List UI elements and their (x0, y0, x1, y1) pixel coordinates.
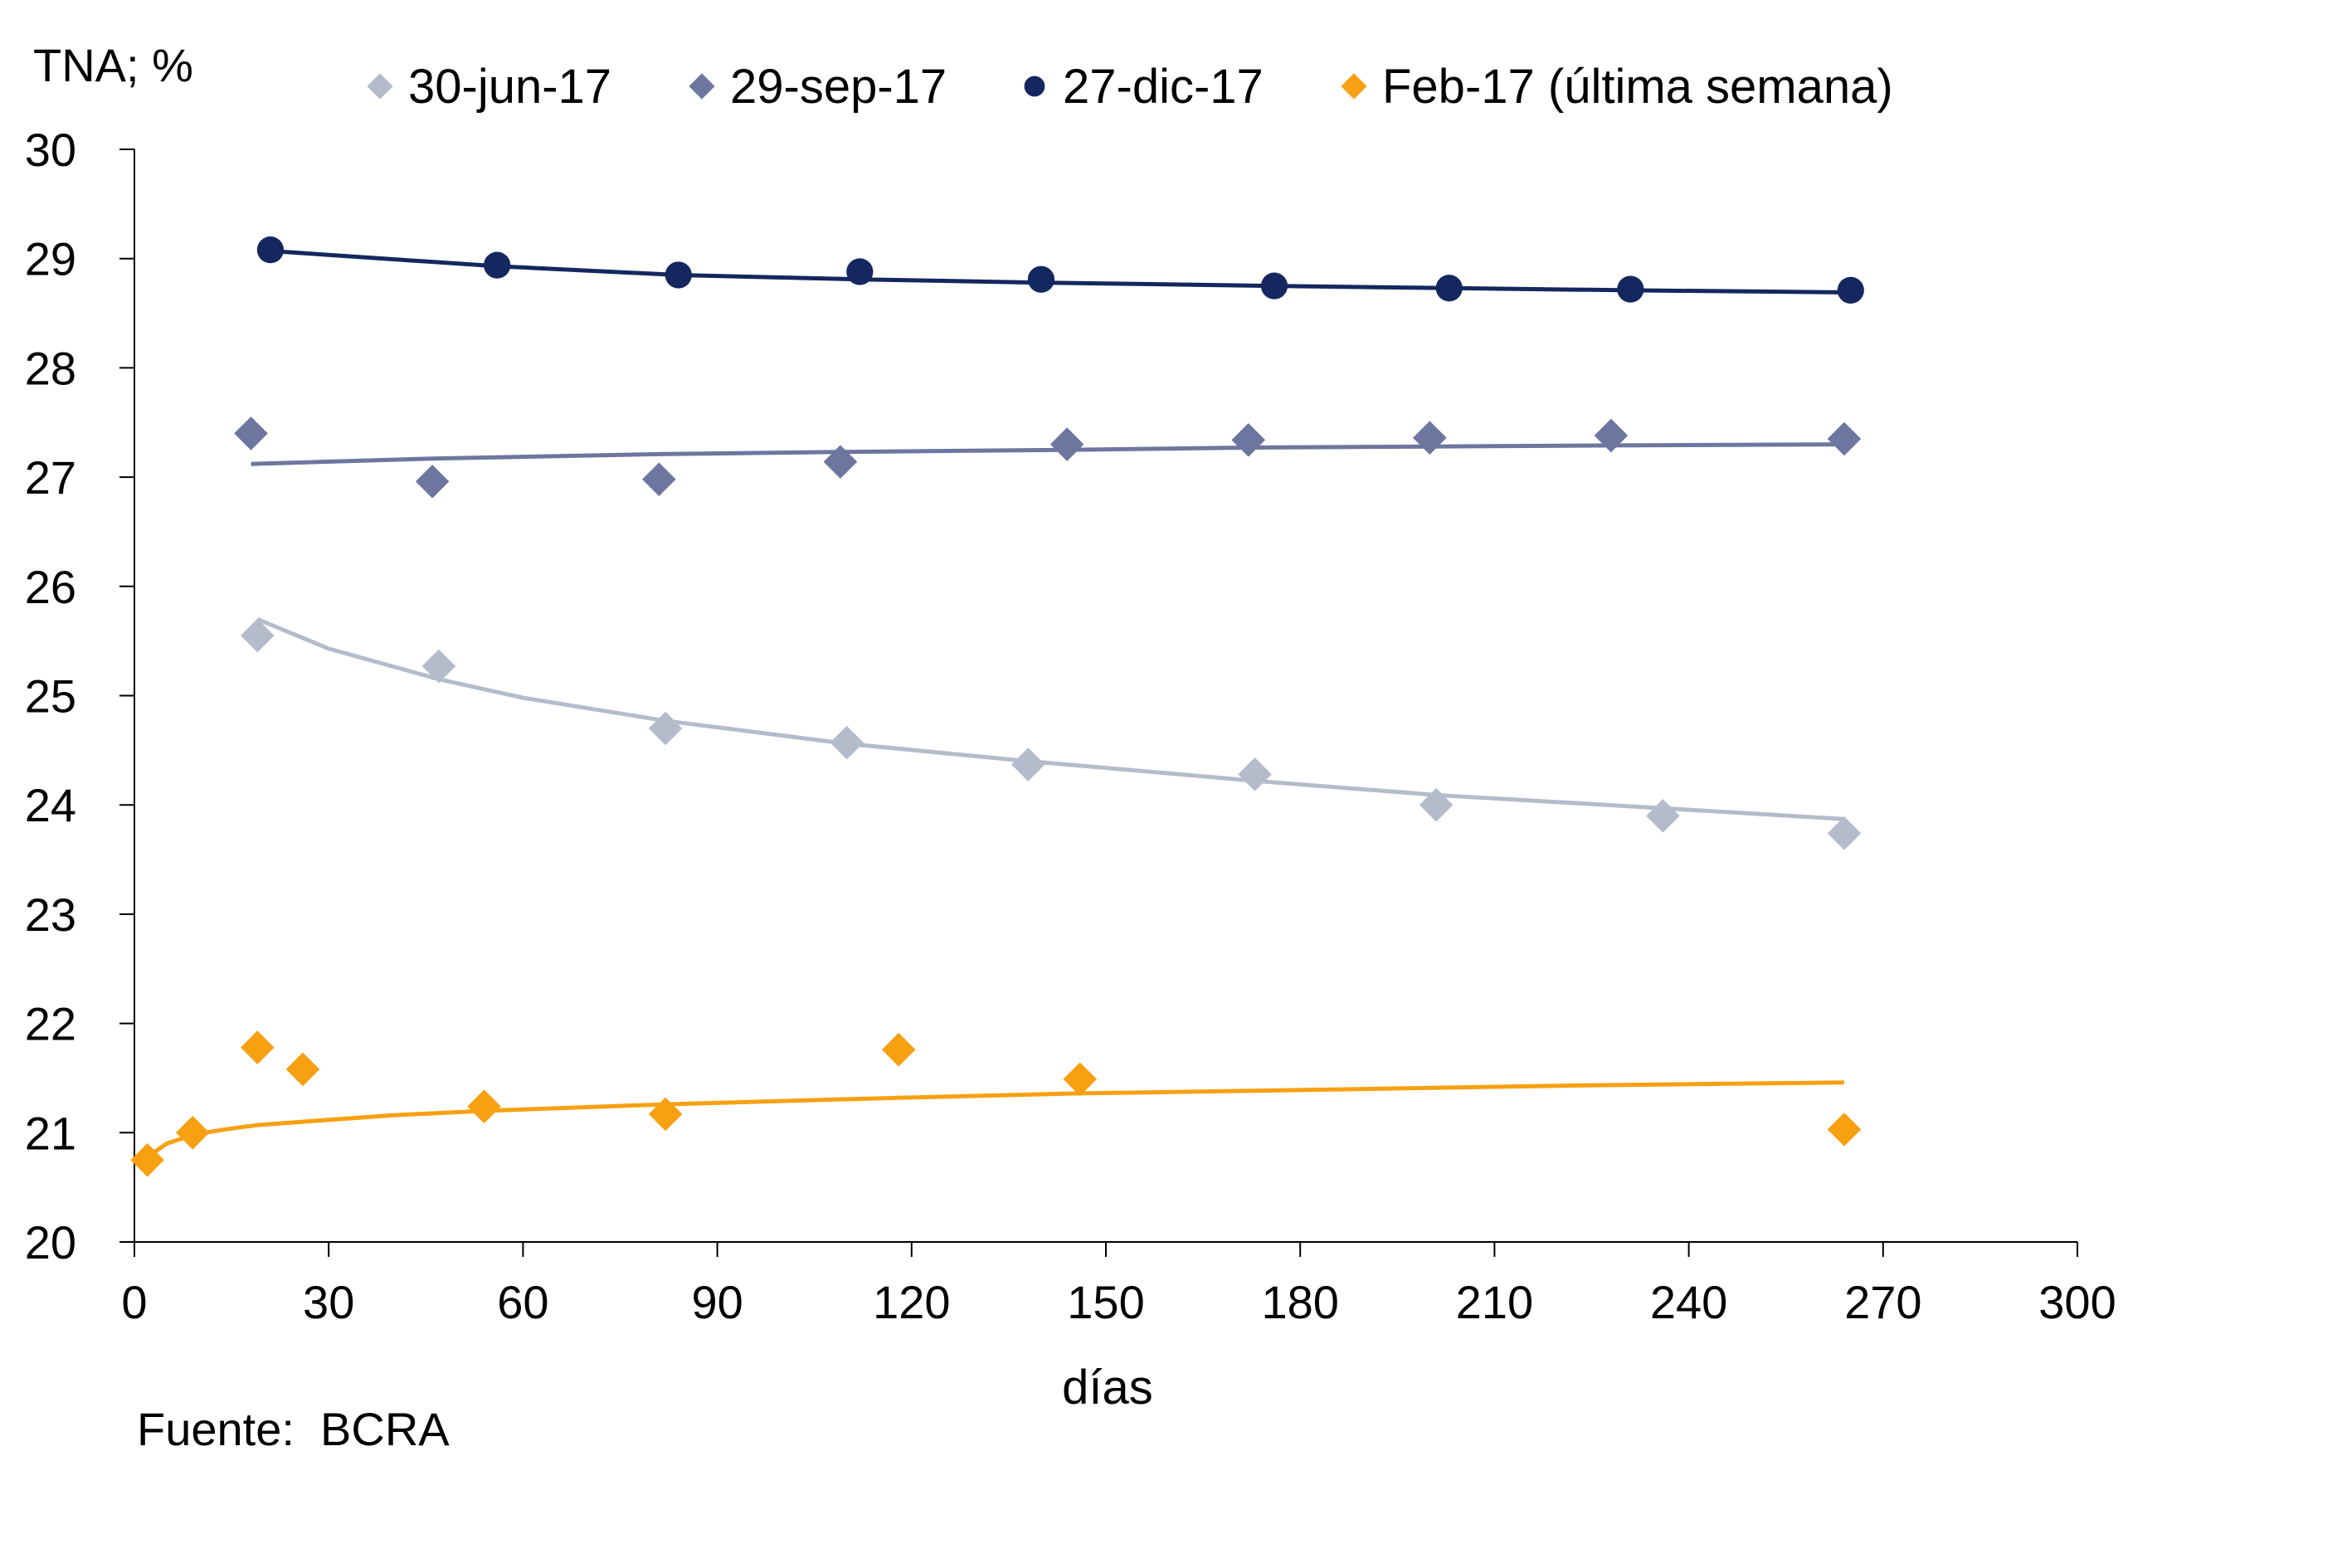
data-point-series-1 (1238, 757, 1272, 791)
data-point-series-1 (1646, 799, 1680, 833)
data-point-series-4 (648, 1097, 683, 1132)
legend-marker-series-2 (689, 73, 715, 100)
data-point-series-2 (1827, 421, 1862, 456)
data-point-series-4 (175, 1116, 210, 1150)
source-note: Fuente: BCRA (137, 1403, 450, 1455)
data-point-series-4 (285, 1052, 320, 1087)
data-point-series-4 (1827, 1113, 1862, 1147)
legend-label-series-3: 27-dic-17 (1063, 60, 1264, 114)
legend-marker-series-4 (1341, 73, 1367, 100)
x-tick-label: 270 (1844, 1276, 1921, 1328)
data-point-series-2 (1049, 427, 1084, 461)
trend-lines (146, 249, 1851, 1159)
legend: 30-jun-17 29-sep-17 27-dic-17 Feb-17 (últim… (367, 60, 1893, 114)
data-point-series-1 (1011, 747, 1045, 782)
x-tick-label: 60 (497, 1276, 548, 1328)
data-point-series-1 (1827, 816, 1862, 850)
y-tick-label: 28 (25, 342, 76, 394)
y-axis-unit-label: TNA; % (33, 39, 193, 91)
legend-marker-series-1 (367, 73, 393, 100)
y-tick-label: 27 (25, 451, 76, 504)
data-point-series-4 (241, 1030, 275, 1064)
x-axis-label: días (1062, 1361, 1153, 1415)
data-point-series-1 (648, 711, 683, 746)
x-tick-label: 150 (1067, 1276, 1144, 1328)
x-tick-label: 210 (1456, 1276, 1533, 1328)
trend-line-series-4 (146, 1080, 1845, 1159)
data-point-series-2 (415, 465, 450, 499)
x-tick-label: 30 (303, 1276, 354, 1328)
data-markers (130, 236, 1864, 1177)
data-point-series-3 (665, 261, 692, 289)
y-tick-label: 24 (25, 779, 76, 831)
data-point-series-3 (1027, 265, 1055, 293)
x-tick-label: 300 (2038, 1276, 2116, 1328)
y-tick-label: 26 (25, 561, 76, 613)
x-tick-label: 120 (873, 1276, 950, 1328)
data-point-series-3 (1837, 276, 1864, 304)
x-tick-label: 0 (121, 1276, 147, 1328)
y-tick-label: 20 (25, 1216, 76, 1269)
y-tick-label: 21 (25, 1107, 76, 1159)
data-point-series-2 (642, 462, 676, 497)
trend-line-series-1 (256, 616, 1845, 821)
data-point-series-4 (130, 1142, 164, 1177)
data-point-series-3 (1435, 275, 1463, 302)
trend-line-series-2 (251, 442, 1845, 466)
x-tick-label: 180 (1261, 1276, 1338, 1328)
data-point-series-3 (484, 251, 511, 279)
data-point-series-4 (881, 1032, 916, 1067)
data-point-series-2 (1231, 423, 1266, 457)
data-point-series-1 (1419, 787, 1454, 822)
x-tick-label: 90 (691, 1276, 743, 1328)
y-tick-label: 25 (25, 670, 76, 723)
data-point-series-3 (1260, 272, 1288, 299)
y-tick-label: 29 (25, 233, 76, 285)
data-point-series-1 (830, 725, 864, 760)
y-tick-label: 30 (25, 124, 76, 176)
data-point-series-4 (467, 1089, 501, 1123)
data-point-series-2 (823, 445, 858, 479)
data-point-series-2 (1594, 418, 1629, 453)
data-point-series-3 (846, 258, 874, 285)
legend-label-series-4: Feb-17 (última semana) (1382, 60, 1893, 114)
data-point-series-3 (1617, 275, 1644, 303)
x-tick-label: 240 (1650, 1276, 1727, 1328)
y-tick-label: 22 (25, 998, 76, 1050)
data-point-series-1 (241, 618, 275, 653)
y-tick-label: 23 (25, 889, 76, 941)
data-point-series-3 (256, 236, 285, 264)
legend-marker-series-3 (1024, 75, 1045, 97)
data-point-series-4 (1063, 1062, 1098, 1097)
data-point-series-2 (1413, 421, 1447, 455)
data-point-series-1 (421, 649, 456, 684)
legend-label-series-2: 29-sep-17 (730, 60, 947, 114)
data-point-series-2 (234, 416, 268, 450)
legend-label-series-1: 30-jun-17 (408, 60, 611, 114)
